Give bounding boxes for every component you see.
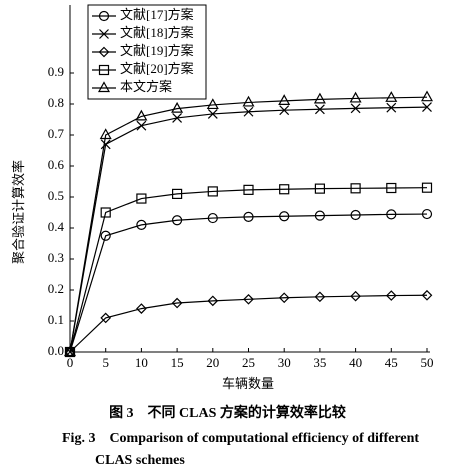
marker (350, 183, 361, 194)
series-line (69, 96, 428, 353)
marker (313, 92, 326, 104)
marker (171, 101, 184, 113)
marker (100, 139, 111, 150)
marker (206, 98, 219, 110)
marker (421, 289, 433, 301)
legend-label: 文献[19]方案 (120, 43, 194, 58)
marker (386, 102, 397, 113)
y-tick-label: 0.7 (48, 126, 65, 141)
marker (314, 104, 325, 115)
marker (422, 102, 432, 113)
marker (171, 297, 183, 309)
caption-cn: 图 3 不同 CLAS 方案的计算效率比较 (109, 406, 346, 421)
x-tick-label: 30 (278, 355, 291, 370)
marker (99, 128, 112, 140)
marker (314, 291, 326, 303)
y-axis-label: 聚合验证计算效率 (11, 160, 26, 264)
legend-marker (97, 81, 111, 93)
series-line (69, 213, 428, 353)
x-tick-label: 5 (102, 355, 109, 370)
marker (207, 186, 218, 197)
marker (350, 103, 361, 114)
series-line (69, 106, 428, 353)
y-tick-label: 0.4 (48, 219, 65, 234)
marker (243, 184, 254, 195)
marker (63, 345, 77, 357)
marker (278, 292, 290, 304)
marker (279, 211, 290, 222)
y-tick-label: 0.9 (48, 64, 64, 79)
legend-marker (98, 64, 110, 76)
marker (242, 95, 255, 107)
x-tick-label: 45 (385, 355, 398, 370)
marker (172, 215, 183, 226)
marker (314, 183, 325, 194)
marker (350, 209, 361, 221)
x-tick-label: 0 (67, 355, 74, 370)
y-tick-label: 0.5 (48, 188, 64, 203)
legend-label: 文献[17]方案 (120, 7, 194, 22)
marker (279, 184, 290, 195)
marker (243, 211, 254, 222)
y-tick-label: 0.8 (48, 95, 64, 110)
legend-marker (98, 46, 110, 58)
marker (100, 230, 111, 241)
marker (421, 208, 433, 220)
marker (421, 182, 433, 193)
marker (207, 212, 218, 224)
marker (278, 94, 291, 105)
x-tick-label: 35 (313, 355, 326, 370)
y-tick-label: 0.0 (48, 343, 64, 358)
legend-label: 文献[20]方案 (120, 61, 194, 76)
marker (386, 182, 397, 194)
marker (207, 108, 218, 119)
marker (386, 209, 397, 220)
legend-marker (98, 10, 110, 22)
caption-en: Fig. 3 Comparison of computational effic… (62, 431, 420, 468)
legend-label: 本文方案 (120, 79, 172, 94)
marker (349, 91, 362, 103)
y-tick-label: 0.6 (48, 157, 65, 172)
x-tick-label: 20 (206, 355, 219, 370)
marker (314, 210, 325, 221)
series-line (69, 187, 428, 353)
x-tick-label: 25 (242, 355, 255, 370)
series-line (69, 294, 428, 353)
marker (172, 113, 183, 123)
y-tick-label: 0.3 (48, 250, 64, 265)
marker (207, 295, 219, 307)
x-tick-label: 15 (171, 355, 184, 370)
marker (385, 290, 397, 301)
legend-marker (99, 29, 109, 39)
marker (350, 290, 361, 302)
marker (136, 303, 147, 314)
x-tick-label: 50 (421, 355, 434, 370)
marker (100, 312, 112, 324)
marker (100, 207, 111, 218)
x-tick-label: 10 (135, 355, 148, 370)
marker (385, 91, 398, 102)
marker (172, 188, 183, 199)
legend-label: 文献[18]方案 (120, 25, 194, 40)
marker (243, 293, 254, 305)
x-axis-label: 车辆数量 (222, 376, 274, 391)
marker (135, 109, 148, 121)
marker (136, 193, 147, 204)
marker (279, 105, 290, 116)
marker (136, 219, 147, 230)
marker (420, 90, 434, 102)
x-tick-label: 40 (349, 355, 362, 370)
y-tick-label: 0.1 (48, 312, 64, 327)
y-tick-label: 0.2 (48, 281, 64, 296)
marker (136, 120, 147, 131)
chart: 聚合验证计算效率 车辆数量 0.0 0.1 0.2 0.3 0.4 0.5 0.6 0.7 0.… (11, 4, 434, 391)
marker (243, 106, 254, 117)
